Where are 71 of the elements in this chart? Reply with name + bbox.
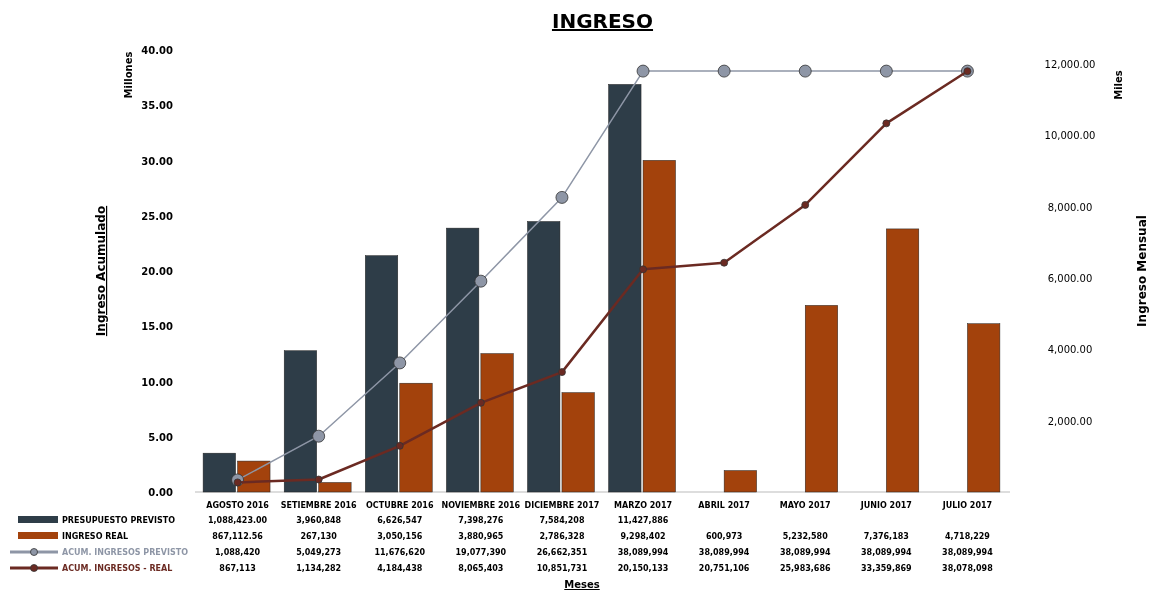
text: 25,983,686 (779, 564, 831, 573)
text: 38,089,994 (861, 548, 913, 557)
y-tick-label: 35.00 (141, 100, 174, 112)
text: 7,376,183 (863, 532, 909, 541)
y-tick-label: 25.00 (141, 210, 174, 222)
text: 20,150,133 (617, 564, 669, 573)
y2-tick-label: 10,000.00 (1044, 130, 1096, 142)
x-tick-label: ABRIL 2017 (698, 501, 750, 510)
y-axis-title: Ingreso Acumulado (94, 205, 108, 337)
y-tick-label: 10.00 (141, 376, 174, 388)
text: 26,662,351 (536, 548, 588, 557)
text: Meses (564, 579, 600, 590)
text: 20,751,106 (698, 564, 750, 573)
x-tick-label: JULIO 2017 (941, 501, 993, 510)
text: 2,786,328 (539, 532, 585, 541)
text: 5,232,580 (782, 532, 829, 541)
y-tick-label: 0.00 (148, 487, 174, 498)
text: ACUM. INGRESOS PREVISTO (62, 548, 189, 557)
text: 600,973 (705, 532, 743, 541)
y2-tick-label: 4,000.00 (1047, 344, 1093, 356)
x-tick-label: AGOSTO 2016 (206, 501, 270, 510)
y2-axis-title: Ingreso Mensual (1135, 215, 1149, 327)
text: 38,089,994 (617, 548, 669, 557)
text: 3,960,848 (296, 516, 342, 525)
text: 33,359,869 (861, 564, 913, 573)
text: 11,676,620 (374, 548, 426, 557)
text: 1,134,282 (296, 564, 342, 573)
text: 11,427,886 (617, 516, 669, 525)
text: 38,089,994 (779, 548, 831, 557)
text: 4,718,229 (944, 532, 991, 541)
y2-tick-label: 8,000.00 (1047, 201, 1093, 213)
text: 867,112.56 (212, 532, 264, 541)
y2-tick-label: 2,000.00 (1047, 415, 1093, 427)
x-tick-label: SETIEMBRE 2016 (280, 501, 358, 510)
text: 7,584,208 (539, 516, 585, 525)
text: 1,088,423.00 (207, 516, 268, 525)
y-tick-label: 15.00 (141, 321, 174, 333)
text: Miles (1113, 70, 1124, 100)
chart-title: INGRESO (551, 9, 654, 33)
text: ACUM. INGRESOS - REAL (62, 564, 173, 573)
y2-tick-label: 12,000.00 (1044, 59, 1096, 70)
text: 4,184,438 (377, 564, 423, 573)
text: 867,113 (219, 564, 256, 573)
legend-label: PRESUPUESTO PREVISTO (62, 516, 176, 525)
x-tick-label: MAYO 2017 (779, 501, 831, 510)
text: 9,298,402 (620, 532, 666, 541)
text: 19,077,390 (455, 548, 507, 557)
text: 1,088,420 (215, 548, 261, 557)
text: 7,398,276 (458, 516, 504, 525)
y2-tick-label: 6,000.00 (1047, 273, 1093, 284)
text: 38,089,994 (942, 548, 994, 557)
text: 3,050,156 (377, 532, 423, 541)
y-tick-label: 40.00 (141, 45, 174, 56)
text: 267,130 (300, 532, 338, 541)
y-tick-label: 5.00 (148, 431, 174, 443)
legend-label: INGRESO REAL (62, 532, 129, 541)
text: 38,078,098 (942, 564, 994, 573)
text: 10,851,731 (536, 564, 588, 573)
x-tick-label: OCTUBRE 2016 (366, 501, 434, 510)
y-tick-label: 20.00 (141, 266, 174, 277)
text: 8,065,403 (458, 564, 504, 573)
text: 3,880,965 (458, 532, 504, 541)
text: 5,049,273 (296, 548, 342, 557)
text: 6,626,547 (377, 516, 423, 525)
y-tick-label: 30.00 (141, 155, 174, 167)
text: 38,089,994 (698, 548, 750, 557)
text: Millones (123, 51, 134, 99)
x-tick-label: MARZO 2017 (614, 501, 673, 510)
x-tick-label: DICIEMBRE 2017 (524, 501, 600, 510)
x-tick-label: NOVIEMBRE 2016 (441, 501, 521, 510)
x-tick-label: JUNIO 2017 (859, 501, 912, 510)
